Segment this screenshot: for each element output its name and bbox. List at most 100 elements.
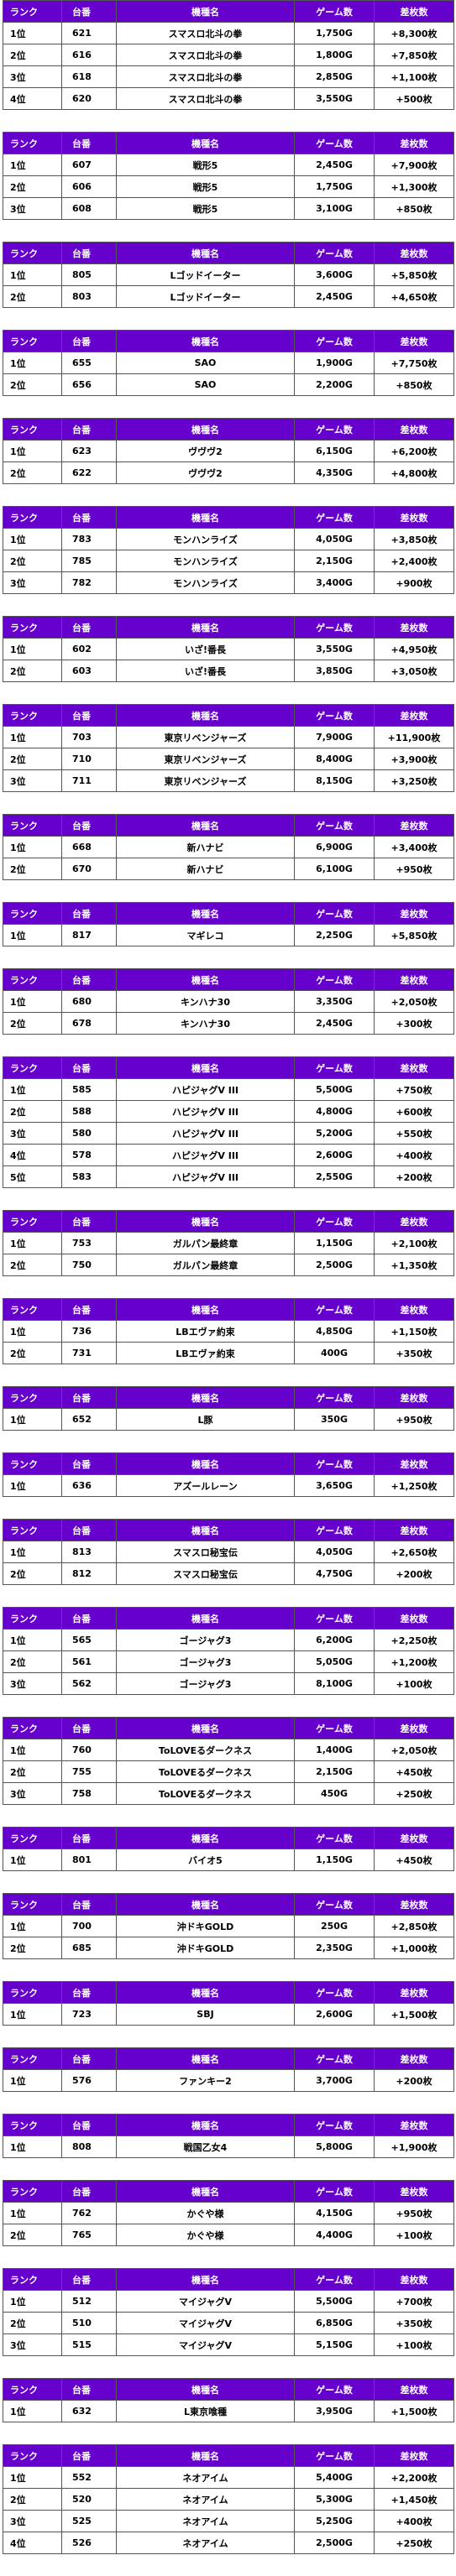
unit-number-cell: 755 — [61, 1760, 117, 1783]
rank-header: ランク — [3, 1452, 62, 1475]
unit-number-cell: 808 — [61, 2135, 117, 2158]
rank-cell: 2位 — [3, 858, 62, 880]
coin-difference-cell: +1,250枚 — [374, 1474, 454, 1497]
coin-difference-header: 差枚数 — [374, 1827, 454, 1849]
coin-difference-cell: +500枚 — [374, 87, 454, 110]
game-count-cell: 2,550G — [294, 1165, 375, 1188]
table-row: 1位 576 ファンキー2 3,700G +200枚 — [3, 2069, 454, 2092]
coin-difference-header: 差枚数 — [374, 902, 454, 925]
game-count-cell: 2,350G — [294, 1937, 375, 1959]
unit-number-cell: 785 — [61, 550, 117, 572]
rank-cell: 2位 — [3, 1760, 62, 1783]
table-row: 3位 782 モンハンライズ 3,400G +900枚 — [3, 571, 454, 594]
coin-difference-cell: +1,900枚 — [374, 2135, 454, 2158]
unit-number-cell: 753 — [61, 1232, 117, 1254]
table-row: 2位 670 新ハナビ 6,100G +950枚 — [3, 858, 454, 880]
table-row: 3位 711 東京リベンジャーズ 8,150G +3,250枚 — [3, 769, 454, 792]
rank-header: ランク — [3, 242, 62, 264]
model-name-cell: バイオ5 — [116, 1849, 295, 1871]
table-row: 1位 753 ガルパン最終章 1,150G +2,100枚 — [3, 1232, 454, 1254]
model-name-cell: ヴヴヴ2 — [116, 461, 295, 484]
model-name-cell: 新ハナビ — [116, 858, 295, 880]
coin-difference-header: 差枚数 — [374, 1717, 454, 1739]
model-name-header: 機種名 — [116, 2180, 295, 2203]
game-count-cell: 4,750G — [294, 1562, 375, 1585]
coin-difference-cell: +1,500枚 — [374, 2400, 454, 2422]
rank-cell: 3位 — [3, 1672, 62, 1695]
coin-difference-cell: +400枚 — [374, 2510, 454, 2532]
rank-cell: 1位 — [3, 528, 62, 550]
unit-number-header: 台番 — [61, 1893, 117, 1916]
coin-difference-cell: +11,900枚 — [374, 726, 454, 748]
table-row: 3位 618 スマスロ北斗の拳 2,850G +1,100枚 — [3, 65, 454, 88]
unit-number-cell: 565 — [61, 1629, 117, 1651]
coin-difference-header: 差枚数 — [374, 1298, 454, 1321]
game-count-header: ゲーム数 — [294, 1607, 375, 1630]
model-name-cell: 東京リベンジャーズ — [116, 748, 295, 770]
rank-cell: 2位 — [3, 748, 62, 770]
ranking-table: ランク 台番 機種名 ゲーム数 差枚数 1位 632 L東京喰種 3,950G +1,500枚 — [3, 2378, 454, 2422]
ranking-table: ランク 台番 機種名 ゲーム数 差枚数 1位 585 ハピジャグV III 5,500G +750… — [3, 1056, 454, 1188]
model-name-cell: ToLOVEるダークネス — [116, 1739, 295, 1761]
unit-number-cell: 552 — [61, 2466, 117, 2489]
game-count-cell: 2,500G — [294, 2532, 375, 2554]
game-count-cell: 3,350G — [294, 990, 375, 1013]
game-count-cell: 6,100G — [294, 858, 375, 880]
model-name-header: 機種名 — [116, 1893, 295, 1916]
game-count-cell: 3,550G — [294, 638, 375, 660]
model-name-cell: ネオアイム — [116, 2466, 295, 2489]
table-header-row: ランク 台番 機種名 ゲーム数 差枚数 — [3, 1519, 454, 1541]
coin-difference-header: 差枚数 — [374, 704, 454, 727]
coin-difference-cell: +400枚 — [374, 1144, 454, 1166]
coin-difference-header: 差枚数 — [374, 506, 454, 529]
game-count-cell: 8,100G — [294, 1672, 375, 1695]
table-row: 1位 552 ネオアイム 5,400G +2,200枚 — [3, 2466, 454, 2489]
coin-difference-cell: +2,100枚 — [374, 1232, 454, 1254]
unit-number-cell: 685 — [61, 1937, 117, 1959]
coin-difference-cell: +1,100枚 — [374, 65, 454, 88]
coin-difference-cell: +2,050枚 — [374, 990, 454, 1013]
unit-number-cell: 680 — [61, 990, 117, 1013]
game-count-header: ゲーム数 — [294, 1717, 375, 1739]
coin-difference-header: 差枚数 — [374, 1519, 454, 1541]
coin-difference-cell: +550枚 — [374, 1122, 454, 1145]
unit-number-cell: 736 — [61, 1320, 117, 1343]
rank-cell: 4位 — [3, 1144, 62, 1166]
coin-difference-cell: +700枚 — [374, 2290, 454, 2313]
model-name-cell: ゴージャグ3 — [116, 1629, 295, 1651]
model-name-header: 機種名 — [116, 2047, 295, 2070]
rank-header: ランク — [3, 1056, 62, 1079]
model-name-cell: モンハンライズ — [116, 528, 295, 550]
table-header-row: ランク 台番 機種名 ゲーム数 差枚数 — [3, 1981, 454, 2004]
table-header-row: ランク 台番 機種名 ゲーム数 差枚数 — [3, 1893, 454, 1916]
rank-cell: 3位 — [3, 2510, 62, 2532]
game-count-cell: 2,200G — [294, 373, 375, 396]
model-name-header: 機種名 — [116, 242, 295, 264]
unit-number-cell: 520 — [61, 2488, 117, 2511]
unit-number-header: 台番 — [61, 0, 117, 23]
game-count-cell: 6,850G — [294, 2312, 375, 2334]
unit-number-cell: 602 — [61, 638, 117, 660]
rank-header: ランク — [3, 1519, 62, 1541]
coin-difference-cell: +100枚 — [374, 2334, 454, 2356]
table-row: 3位 758 ToLOVEるダークネス 450G +250枚 — [3, 1782, 454, 1805]
coin-difference-header: 差枚数 — [374, 1607, 454, 1630]
coin-difference-cell: +5,850枚 — [374, 924, 454, 946]
table-row: 1位 602 いざ!番長 3,550G +4,950枚 — [3, 638, 454, 660]
rank-header: ランク — [3, 2114, 62, 2136]
game-count-cell: 4,850G — [294, 1320, 375, 1343]
coin-difference-cell: +1,150枚 — [374, 1320, 454, 1343]
unit-number-header: 台番 — [61, 704, 117, 727]
table-row: 1位 623 ヴヴヴ2 6,150G +6,200枚 — [3, 440, 454, 462]
coin-difference-header: 差枚数 — [374, 2268, 454, 2291]
game-count-header: ゲーム数 — [294, 902, 375, 925]
game-count-cell: 1,900G — [294, 352, 375, 374]
table-header-row: ランク 台番 機種名 ゲーム数 差枚数 — [3, 2378, 454, 2401]
game-count-cell: 5,500G — [294, 1078, 375, 1101]
coin-difference-cell: +600枚 — [374, 1100, 454, 1123]
rank-header: ランク — [3, 2047, 62, 2070]
rank-cell: 1位 — [3, 1629, 62, 1651]
rank-header: ランク — [3, 902, 62, 925]
table-header-row: ランク 台番 機種名 ゲーム数 差枚数 — [3, 1056, 454, 1079]
